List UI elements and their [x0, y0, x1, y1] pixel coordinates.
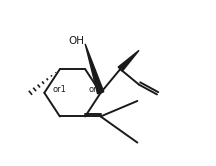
Polygon shape: [85, 44, 104, 94]
Text: or1: or1: [52, 85, 66, 94]
Polygon shape: [118, 50, 139, 71]
Text: or1: or1: [88, 85, 102, 94]
Text: OH: OH: [68, 36, 84, 45]
